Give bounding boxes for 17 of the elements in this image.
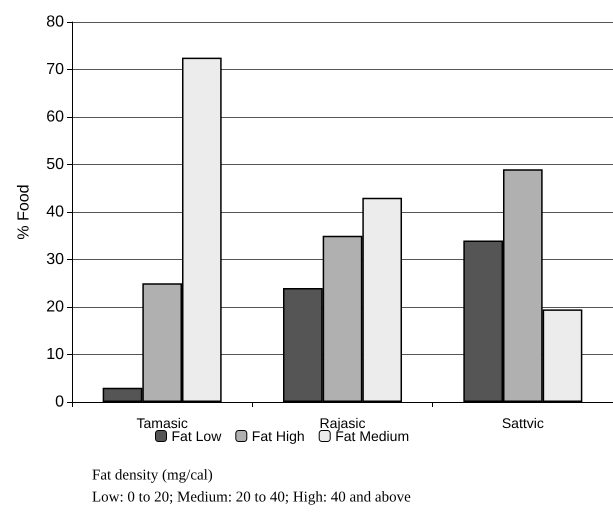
x-tick-label: Tamasic <box>136 415 188 431</box>
text: Low: 0 to 20; Medium: 20 to 40; High: 40 and above <box>92 490 412 506</box>
x-tick-label: Rajasic <box>320 415 366 431</box>
y-tick-label: 20 <box>46 298 64 316</box>
y-axis-title: % Food <box>16 184 32 240</box>
legend-label: Fat High <box>252 428 305 444</box>
y-tick-label: 50 <box>46 156 64 173</box>
text: Fat density (mg/cal) <box>92 468 213 484</box>
y-tick-label: 0 <box>55 394 64 410</box>
y-tick-label: 60 <box>46 108 64 126</box>
y-tick-label: 70 <box>46 61 64 78</box>
y-tick-label: 40 <box>46 204 64 220</box>
y-tick-label: 30 <box>46 251 64 268</box>
y-tick-label: 10 <box>46 346 64 363</box>
y-tick-label: 80 <box>46 14 64 30</box>
legend-label: Fat Low <box>172 428 222 444</box>
x-tick-label: Sattvic <box>502 415 544 431</box>
